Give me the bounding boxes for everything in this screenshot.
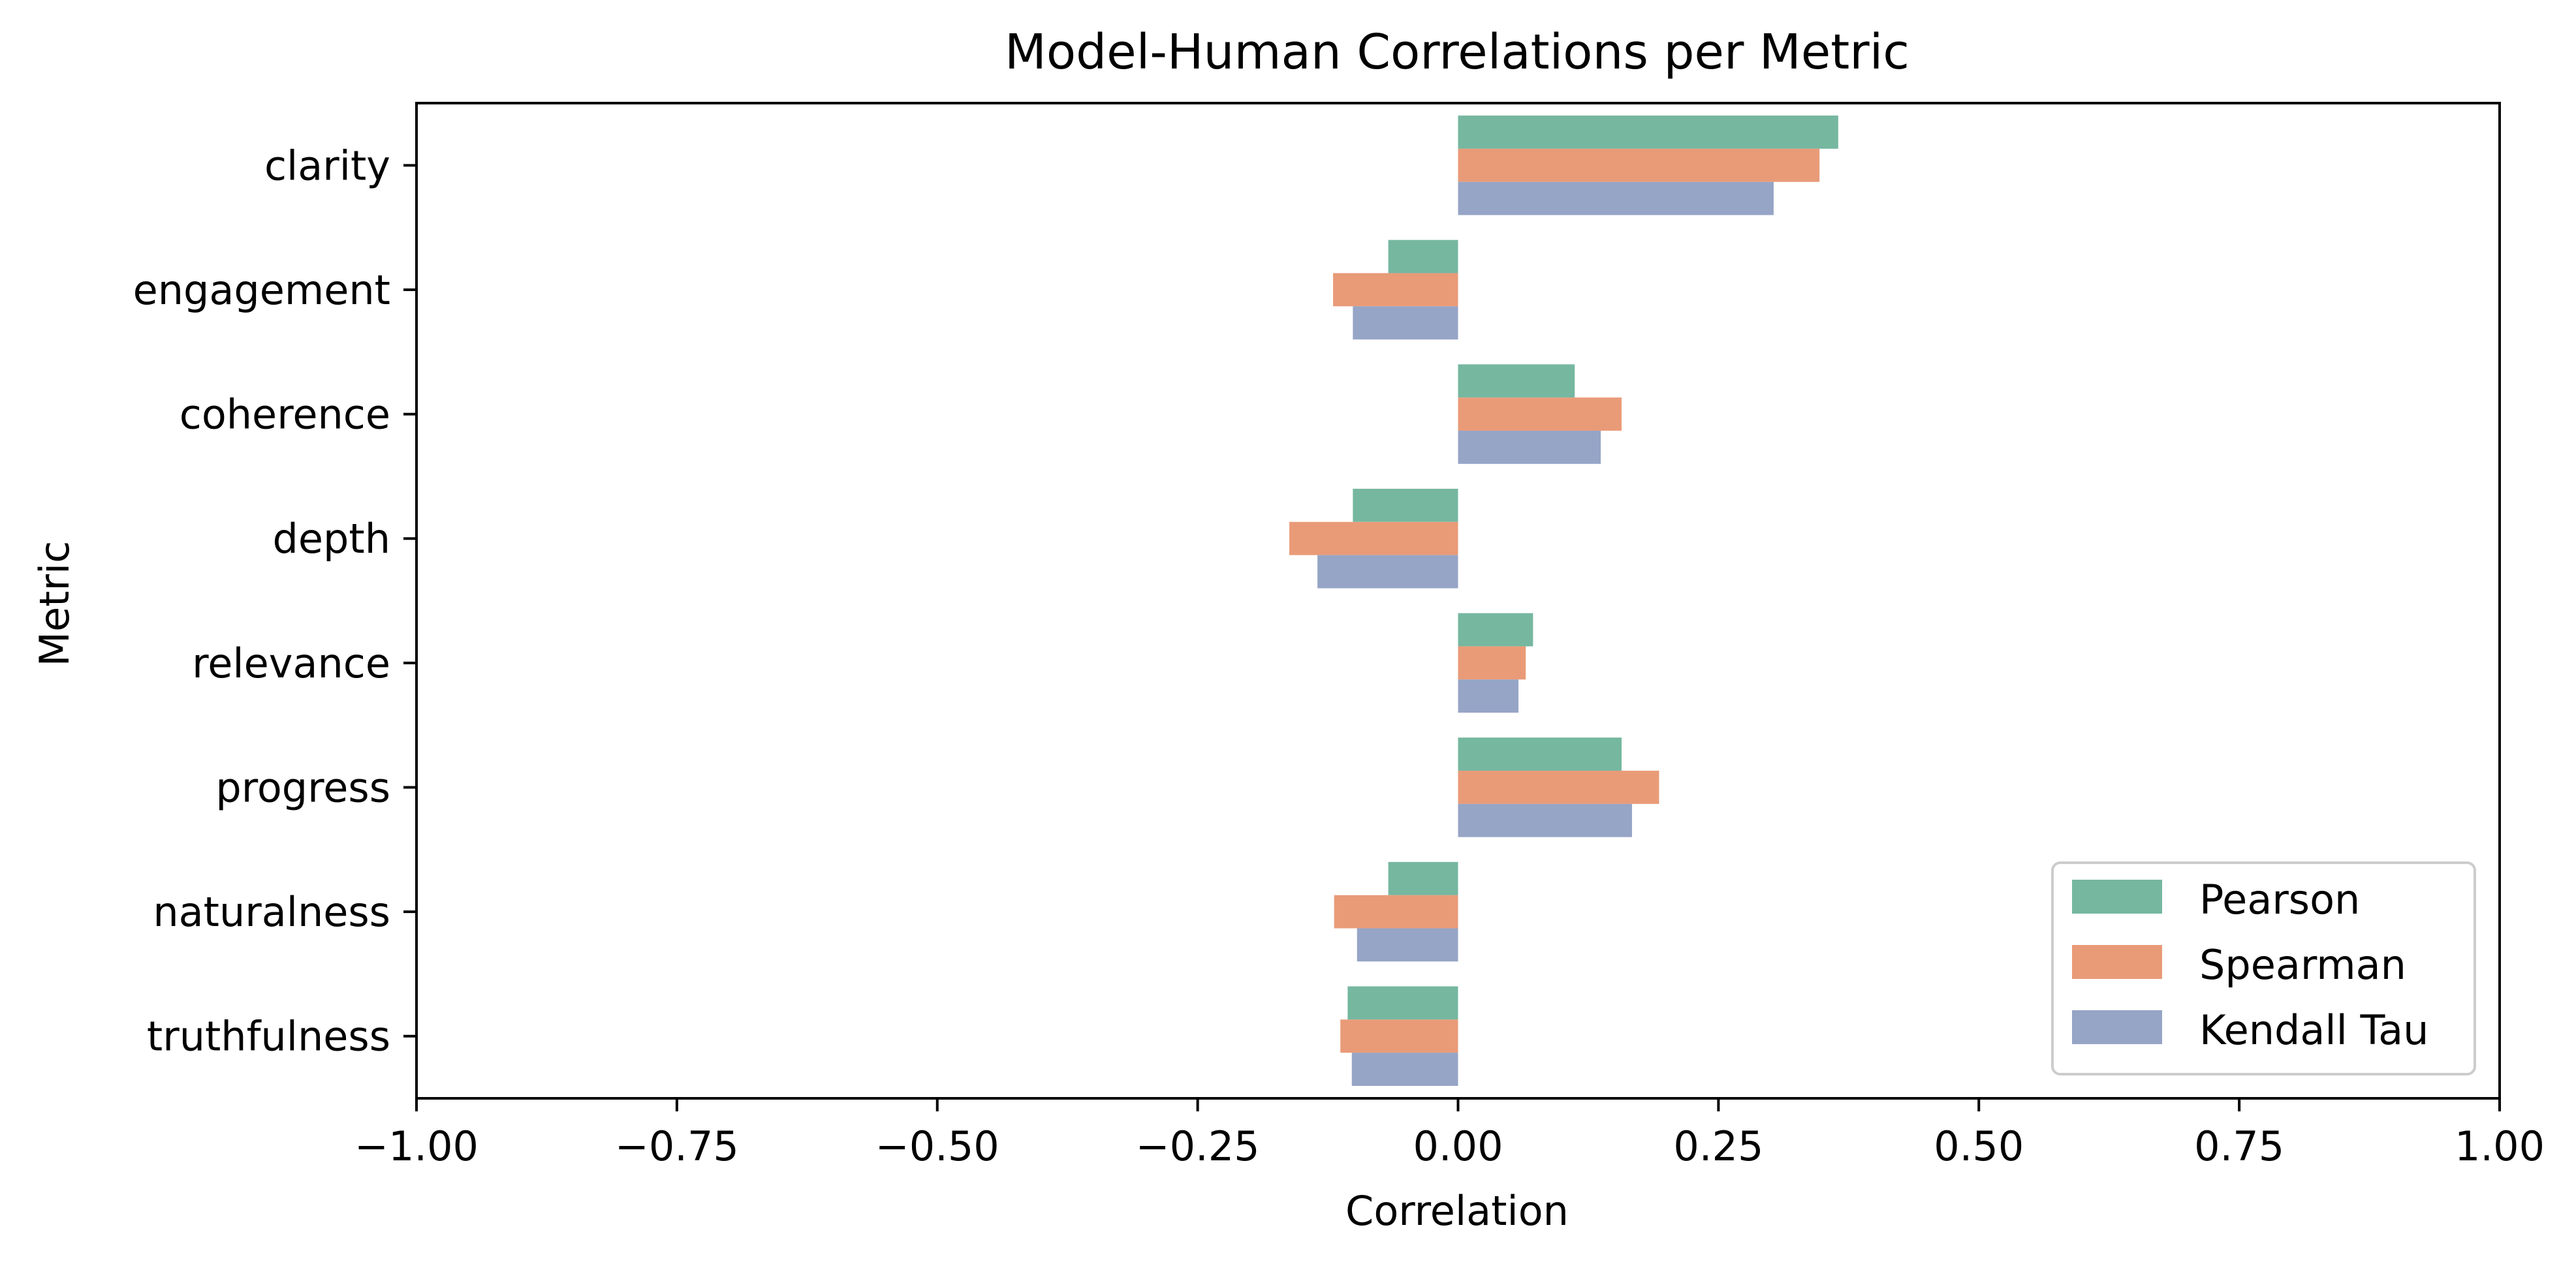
x-axis: −1.00 −0.75 −0.50 −0.25 0.00 0.25 0.50 0.75 1.00 (354, 1098, 2545, 1170)
bar-coherence-pearson (1458, 364, 1575, 398)
legend: Pearson Spearman Kendall Tau (2051, 861, 2476, 1075)
bar-clarity-pearson (1458, 116, 1838, 149)
bar-naturalness-spearman (1334, 895, 1458, 929)
y-tick-label-relevance: relevance (192, 640, 390, 687)
y-tick-label-naturalness: naturalness (153, 888, 390, 936)
bar-coherence-kendall-tau (1458, 430, 1601, 464)
bar-engagement-kendall-tau (1353, 306, 1458, 340)
chart-title: Model-Human Correlations per Metric (1005, 24, 1909, 80)
bar-relevance-spearman (1458, 646, 1526, 680)
y-axis: clarity engagement coherence depth relevance… (133, 142, 416, 1060)
bar-depth-spearman (1289, 521, 1458, 555)
bar-clarity-spearman (1458, 148, 1820, 182)
x-axis-label: Correlation (1345, 1187, 1569, 1235)
x-tick-label-0: −1.00 (354, 1122, 479, 1170)
bar-progress-kendall-tau (1458, 803, 1632, 837)
legend-label-spearman: Spearman (2199, 941, 2406, 989)
bar-coherence-spearman (1458, 397, 1622, 431)
legend-label-kendall-tau: Kendall Tau (2199, 1006, 2428, 1054)
bar-progress-spearman (1458, 771, 1659, 804)
bar-relevance-kendall-tau (1458, 679, 1519, 713)
x-tick-label-3: −0.25 (1136, 1122, 1260, 1170)
bar-engagement-spearman (1333, 273, 1458, 307)
bar-naturalness-pearson (1388, 861, 1458, 895)
x-tick-label-1: −0.75 (615, 1122, 739, 1170)
bar-relevance-pearson (1458, 613, 1533, 647)
bar-depth-kendall-tau (1317, 555, 1458, 589)
y-tick-label-truthfulness: truthfulness (147, 1013, 390, 1060)
y-tick-label-engagement: engagement (133, 266, 390, 314)
x-tick-label-2: −0.50 (875, 1122, 999, 1170)
bar-truthfulness-pearson (1347, 986, 1458, 1020)
bar-naturalness-kendall-tau (1357, 928, 1458, 962)
legend-swatch-spearman (2072, 945, 2162, 979)
legend-label-pearson: Pearson (2199, 876, 2360, 923)
bar-progress-pearson (1458, 737, 1622, 771)
y-axis-label: Metric (31, 541, 78, 667)
bar-truthfulness-kendall-tau (1351, 1053, 1458, 1086)
bar-clarity-kendall-tau (1458, 181, 1774, 215)
bar-engagement-pearson (1388, 240, 1458, 273)
bars-layer (1289, 116, 1838, 1086)
bar-depth-pearson (1353, 488, 1458, 522)
y-tick-label-clarity: clarity (264, 142, 390, 189)
y-tick-label-coherence: coherence (180, 391, 390, 439)
bar-truthfulness-spearman (1340, 1019, 1458, 1053)
x-tick-label-5: 0.25 (1673, 1122, 1763, 1170)
y-tick-label-depth: depth (273, 515, 390, 563)
legend-swatch-kendall-tau (2072, 1010, 2162, 1044)
y-tick-label-progress: progress (215, 764, 390, 811)
x-tick-label-7: 0.75 (2194, 1122, 2284, 1170)
x-tick-label-6: 0.50 (1934, 1122, 2024, 1170)
x-tick-label-4: 0.00 (1413, 1122, 1503, 1170)
legend-swatch-pearson (2072, 880, 2162, 914)
x-tick-label-8: 1.00 (2455, 1122, 2545, 1170)
